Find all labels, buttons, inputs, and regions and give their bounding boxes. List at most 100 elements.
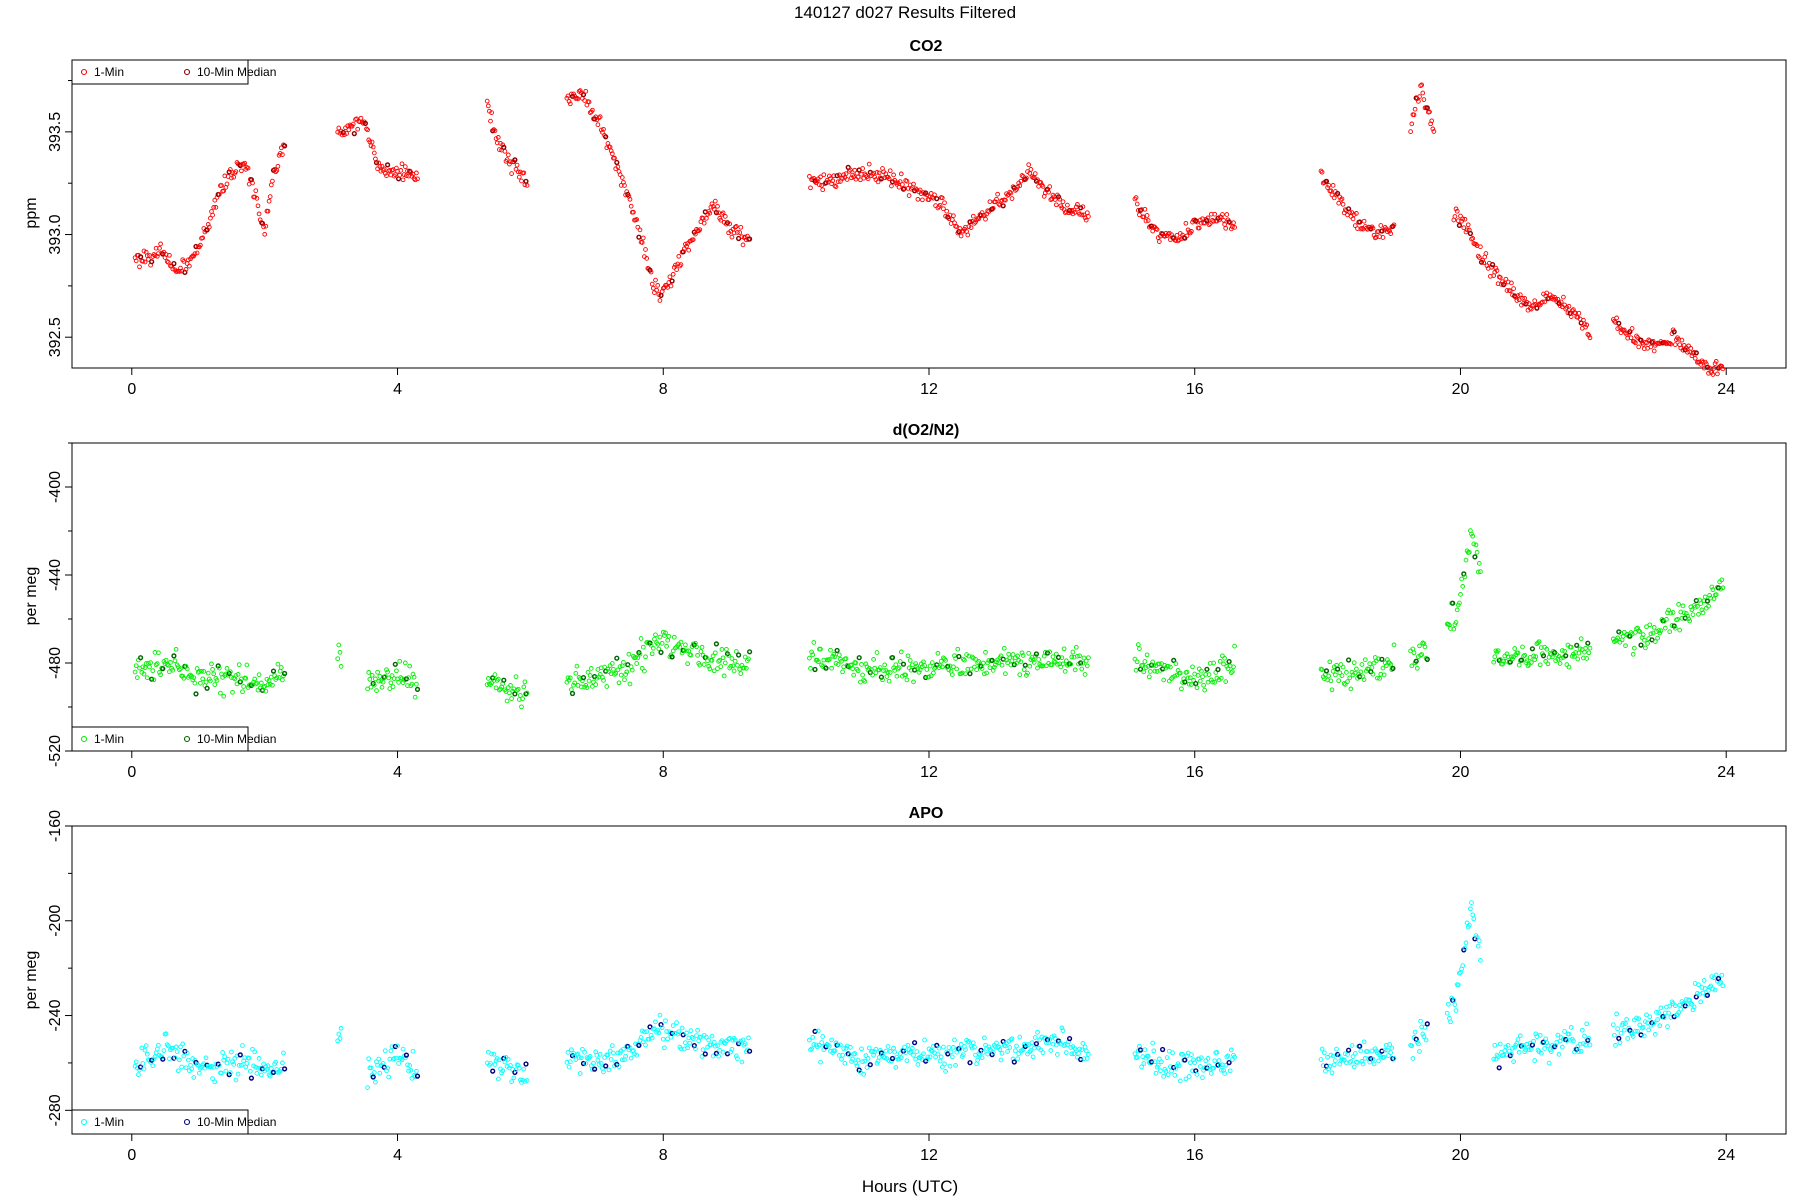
data-point <box>957 1046 963 1052</box>
data-point <box>970 213 976 219</box>
data-point <box>244 1061 250 1066</box>
data-point <box>739 234 745 240</box>
data-point <box>1199 220 1204 226</box>
data-point <box>358 115 364 121</box>
data-point <box>640 1039 646 1045</box>
data-point <box>866 1045 872 1051</box>
data-point <box>596 1062 602 1067</box>
data-point <box>1069 654 1075 660</box>
data-point <box>1222 222 1227 227</box>
data-point <box>244 662 250 668</box>
data-point <box>663 630 668 636</box>
data-point <box>859 1046 864 1052</box>
data-point <box>1514 298 1520 303</box>
data-point <box>1538 645 1544 650</box>
data-point <box>1218 675 1224 681</box>
data-point <box>635 655 641 661</box>
data-point <box>231 174 237 180</box>
data-point <box>627 681 633 687</box>
data-point <box>836 172 842 178</box>
data-point <box>178 666 183 671</box>
data-point <box>1505 1042 1511 1048</box>
data-point <box>1212 211 1218 217</box>
data-point <box>1717 981 1722 986</box>
data-point <box>369 672 375 678</box>
data-point <box>1666 1010 1671 1016</box>
data-point <box>1196 225 1202 231</box>
data-point <box>1055 1052 1060 1057</box>
median-point <box>591 1066 598 1072</box>
data-point <box>719 647 725 652</box>
median-point <box>204 227 210 233</box>
data-point <box>809 649 814 655</box>
data-point <box>685 1045 690 1051</box>
data-point <box>1566 1031 1572 1037</box>
data-point <box>654 287 659 293</box>
data-point <box>1133 195 1139 200</box>
data-point <box>1013 1048 1018 1054</box>
median-point <box>889 654 896 661</box>
data-point <box>236 662 242 668</box>
data-point <box>652 636 657 642</box>
data-point <box>1355 226 1360 231</box>
data-point <box>982 671 987 677</box>
data-point <box>1227 220 1233 226</box>
data-point <box>1371 1061 1377 1067</box>
data-point <box>619 1057 625 1063</box>
data-point <box>975 1057 981 1063</box>
data-point <box>1559 1044 1565 1050</box>
data-point <box>667 274 673 280</box>
data-point <box>406 1068 411 1074</box>
data-point <box>968 225 974 230</box>
data-point <box>701 220 707 226</box>
data-point <box>1080 204 1086 210</box>
data-point <box>1698 601 1704 606</box>
data-point <box>1342 682 1348 687</box>
data-point <box>227 167 233 172</box>
data-point <box>612 155 617 161</box>
data-point <box>1048 1048 1054 1053</box>
median-point <box>978 663 984 669</box>
data-point <box>1062 1041 1068 1047</box>
data-point <box>874 170 880 175</box>
data-point <box>1661 1015 1667 1021</box>
data-point <box>1014 187 1019 192</box>
data-point <box>990 205 996 211</box>
data-point <box>615 667 621 673</box>
data-point <box>954 666 960 672</box>
data-point <box>1531 302 1536 308</box>
median-point <box>580 674 587 681</box>
data-point <box>1014 660 1019 666</box>
data-point <box>212 1079 218 1085</box>
data-point <box>1189 682 1194 687</box>
data-point <box>951 213 956 219</box>
data-point <box>1630 1034 1636 1039</box>
median-point <box>614 655 620 661</box>
data-point <box>887 1049 893 1054</box>
data-point <box>266 1072 272 1078</box>
data-point <box>615 164 621 170</box>
data-point <box>818 646 823 652</box>
data-point <box>821 657 827 663</box>
data-point <box>1080 1041 1086 1046</box>
data-point <box>932 666 937 671</box>
data-point <box>1077 211 1082 217</box>
data-point <box>1344 670 1349 675</box>
data-point <box>1665 610 1670 616</box>
data-point <box>1389 1045 1395 1051</box>
data-point <box>662 633 667 638</box>
data-point <box>712 198 718 204</box>
data-point <box>371 1070 377 1075</box>
data-point <box>624 669 630 675</box>
y-tick-label: -520 <box>47 735 64 767</box>
data-point <box>243 676 249 681</box>
data-point <box>1051 658 1057 664</box>
data-point <box>1568 644 1574 650</box>
data-point <box>1641 637 1647 643</box>
data-point <box>221 693 227 699</box>
data-point <box>1212 679 1218 685</box>
data-point <box>1060 661 1066 667</box>
data-point <box>659 1025 665 1030</box>
median-point <box>1638 337 1644 343</box>
data-point <box>1655 1017 1660 1022</box>
